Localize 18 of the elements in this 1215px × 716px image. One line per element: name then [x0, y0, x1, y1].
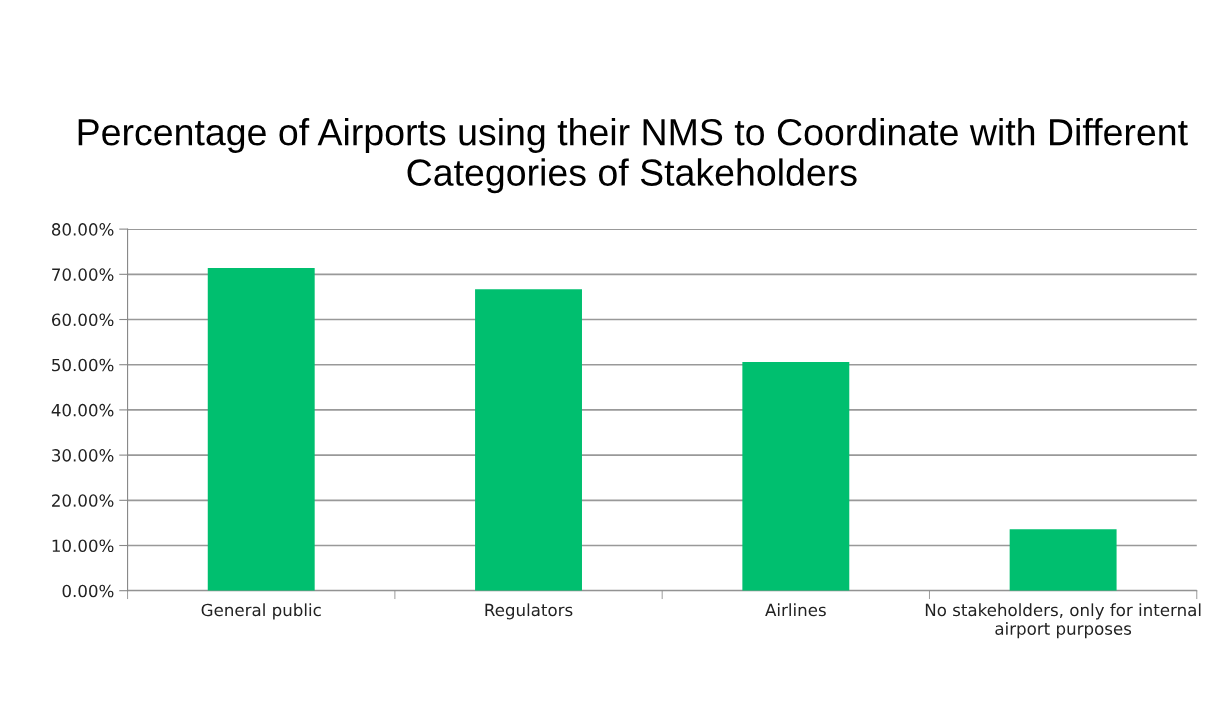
bar [207, 267, 315, 591]
x-tick-label: No stakeholders, only for internal airport purposes [925, 603, 1201, 639]
x-tick-label: Airlines [765, 603, 826, 617]
x-tick-label: Regulators [485, 603, 573, 620]
x-tick-label: General public [201, 603, 321, 620]
y-tick-label: 80.00% [51, 223, 114, 236]
y-tick-label: 60.00% [52, 313, 114, 327]
bar [1009, 529, 1117, 591]
y-tick-label: 10.00% [52, 539, 114, 553]
bar [742, 362, 850, 591]
y-tick-label: 30.00% [52, 449, 114, 462]
y-tick-label: 40.00% [51, 403, 114, 417]
chart-title: Percentage of Airports using their NMS to Coordinate with Different Categories of Stakeholders [78, 117, 1188, 194]
y-tick-label: 70.00% [52, 268, 114, 281]
y-tick-label: 0.00% [62, 584, 114, 598]
y-tick-label: 50.00% [52, 358, 114, 372]
y-tick-label: 20.00% [52, 494, 114, 507]
bar [475, 289, 582, 591]
